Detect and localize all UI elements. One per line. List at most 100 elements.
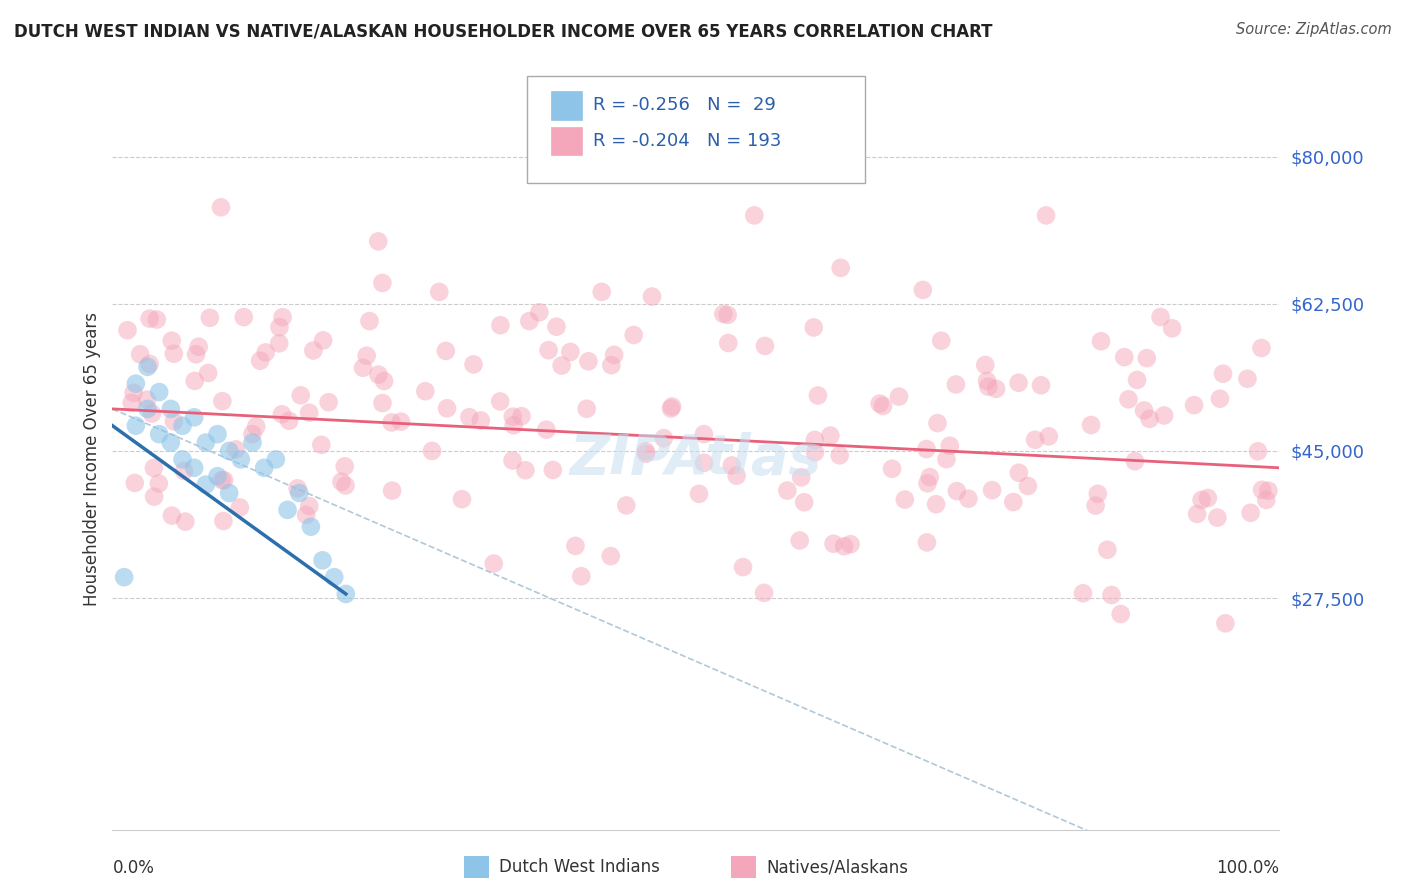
Point bbox=[945, 377, 967, 392]
Point bbox=[129, 347, 152, 361]
Point bbox=[371, 276, 394, 290]
Point bbox=[318, 395, 340, 409]
Y-axis label: Householder Income Over 65 years: Householder Income Over 65 years bbox=[83, 312, 101, 607]
Text: Natives/Alaskans: Natives/Alaskans bbox=[766, 858, 908, 876]
Point bbox=[804, 445, 827, 459]
Point bbox=[591, 285, 613, 299]
Point bbox=[1161, 321, 1184, 335]
Point bbox=[1029, 378, 1052, 392]
Point bbox=[807, 388, 830, 402]
Point bbox=[614, 499, 637, 513]
Point bbox=[752, 586, 775, 600]
Point bbox=[125, 418, 148, 433]
Point bbox=[298, 406, 321, 420]
Point bbox=[160, 435, 183, 450]
Text: R = -0.204   N = 193: R = -0.204 N = 193 bbox=[593, 132, 782, 150]
Point bbox=[634, 444, 657, 458]
Point bbox=[333, 459, 356, 474]
Point bbox=[381, 483, 404, 498]
Point bbox=[212, 514, 235, 528]
Point bbox=[212, 473, 235, 487]
Point bbox=[371, 396, 394, 410]
Point bbox=[184, 347, 207, 361]
Point bbox=[1118, 392, 1140, 407]
Point bbox=[725, 468, 748, 483]
Point bbox=[173, 464, 195, 478]
Point bbox=[1197, 491, 1219, 505]
Point bbox=[1209, 392, 1232, 406]
Point bbox=[510, 409, 533, 424]
Text: 0.0%: 0.0% bbox=[112, 859, 155, 877]
Point bbox=[463, 357, 485, 371]
Point bbox=[413, 384, 436, 399]
Point bbox=[1206, 510, 1229, 524]
Point bbox=[311, 553, 333, 567]
Point bbox=[148, 476, 170, 491]
Point bbox=[1087, 487, 1109, 501]
Point bbox=[887, 390, 910, 404]
Text: Dutch West Indians: Dutch West Indians bbox=[499, 858, 659, 876]
Point bbox=[458, 410, 481, 425]
Point bbox=[335, 478, 357, 492]
Text: Source: ZipAtlas.com: Source: ZipAtlas.com bbox=[1236, 22, 1392, 37]
Point bbox=[1071, 586, 1094, 600]
Point bbox=[194, 435, 217, 450]
Point bbox=[550, 359, 572, 373]
Point bbox=[122, 385, 145, 400]
Point bbox=[434, 343, 457, 358]
Point bbox=[302, 343, 325, 358]
Point bbox=[541, 463, 564, 477]
Point bbox=[515, 463, 537, 477]
Point bbox=[211, 394, 233, 409]
Point bbox=[269, 320, 291, 334]
Text: ZIPAtlas: ZIPAtlas bbox=[569, 433, 823, 486]
Point bbox=[163, 347, 186, 361]
Point bbox=[711, 307, 734, 321]
Point bbox=[136, 401, 159, 416]
Point bbox=[1247, 444, 1270, 458]
Point bbox=[917, 476, 939, 491]
Point bbox=[470, 413, 492, 427]
Point bbox=[183, 410, 205, 425]
Text: DUTCH WEST INDIAN VS NATIVE/ALASKAN HOUSEHOLDER INCOME OVER 65 YEARS CORRELATION: DUTCH WEST INDIAN VS NATIVE/ALASKAN HOUS… bbox=[14, 22, 993, 40]
Point bbox=[148, 385, 170, 400]
Point bbox=[254, 345, 277, 359]
Point bbox=[143, 490, 166, 504]
Text: R = -0.256   N =  29: R = -0.256 N = 29 bbox=[593, 96, 776, 114]
Point bbox=[1136, 351, 1159, 365]
Point bbox=[1084, 499, 1107, 513]
Point bbox=[1212, 367, 1234, 381]
Point bbox=[720, 458, 742, 473]
Point bbox=[1123, 454, 1146, 468]
Point bbox=[295, 508, 318, 522]
Point bbox=[688, 487, 710, 501]
Point bbox=[828, 448, 851, 462]
Point bbox=[232, 310, 254, 325]
Point bbox=[575, 401, 598, 416]
Point bbox=[915, 535, 938, 549]
Point bbox=[1090, 334, 1112, 349]
Point bbox=[436, 401, 458, 416]
Point bbox=[1256, 492, 1278, 507]
Point bbox=[389, 415, 412, 429]
Point bbox=[242, 427, 264, 442]
Point bbox=[207, 427, 229, 442]
Point bbox=[820, 428, 842, 442]
Point bbox=[1017, 479, 1039, 493]
Point bbox=[789, 533, 811, 548]
Point bbox=[880, 462, 903, 476]
Point bbox=[160, 401, 183, 416]
Point bbox=[288, 486, 311, 500]
Point bbox=[146, 312, 169, 326]
Point bbox=[1114, 350, 1136, 364]
Point bbox=[335, 587, 357, 601]
Point bbox=[600, 358, 623, 372]
Point bbox=[946, 484, 969, 499]
Point bbox=[925, 497, 948, 511]
Point bbox=[278, 414, 301, 428]
Point bbox=[918, 470, 941, 484]
Point bbox=[1109, 607, 1132, 621]
Point bbox=[1182, 398, 1205, 412]
Point bbox=[249, 353, 271, 368]
Point bbox=[537, 343, 560, 358]
